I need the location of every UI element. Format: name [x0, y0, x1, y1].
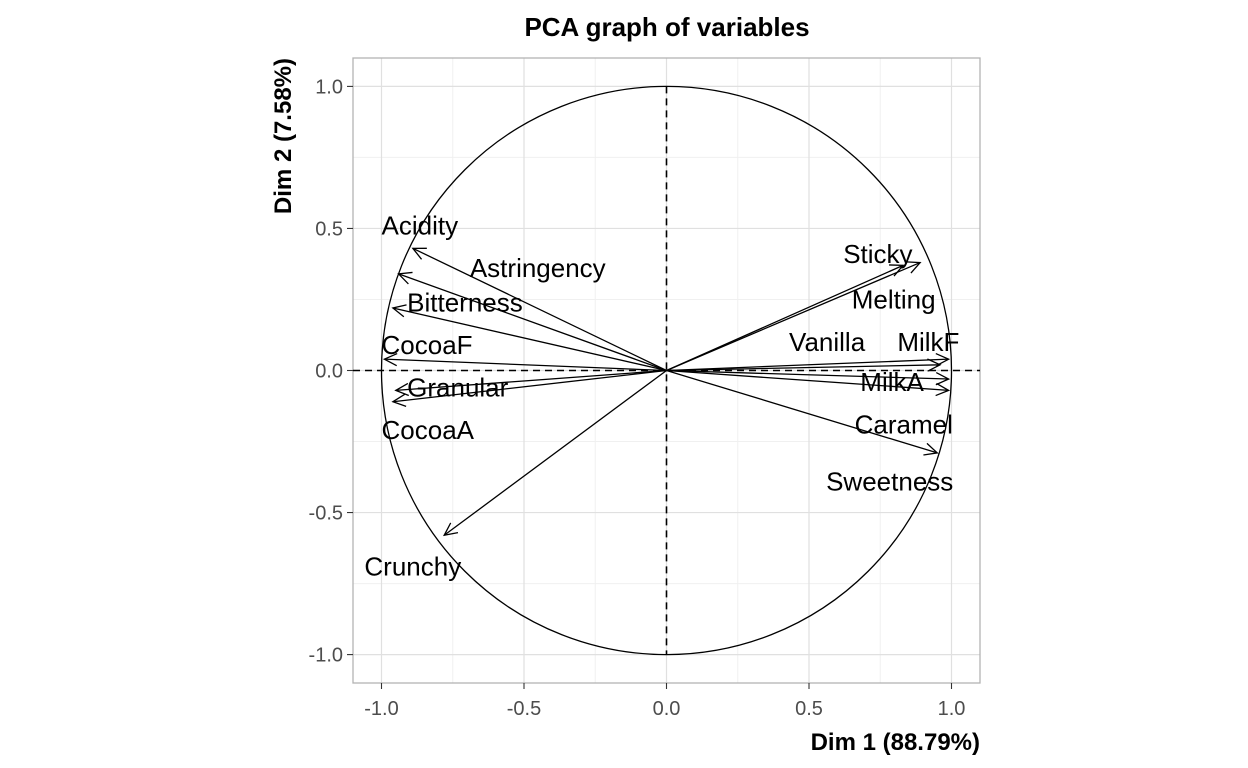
- arrow-head: [935, 371, 951, 386]
- variable-labels: Acidity Astringency Bitterness CocoaF Granul…: [364, 211, 959, 582]
- y-tick-label: 1.0: [315, 76, 343, 98]
- variable-arrow: [666, 369, 951, 386]
- unit-circle: [380, 85, 953, 656]
- arrow-head: [397, 271, 413, 285]
- arrow-shaft: [412, 247, 667, 372]
- arrow-shaft: [666, 264, 904, 372]
- arrow-head: [923, 442, 939, 456]
- x-tick-label: -0.5: [507, 698, 541, 720]
- arrow-shaft: [443, 369, 667, 536]
- x-tick-label: 0.0: [653, 698, 681, 720]
- x-axis-ticks: -1.0 -0.5 0.0 0.5 1.0: [364, 683, 965, 720]
- arrow-head: [906, 261, 922, 274]
- arrow-shaft: [395, 369, 667, 392]
- arrow-shaft: [666, 364, 941, 372]
- variable-arrow: [391, 304, 667, 372]
- arrow-shaft: [666, 369, 938, 454]
- x-tick-label: 0.5: [795, 698, 823, 720]
- arrow-head: [411, 247, 427, 260]
- variable-arrow: [666, 261, 922, 372]
- x-axis-title: Dim 1 (88.79%): [811, 729, 980, 756]
- y-axis-title: Dim 2 (7.58%): [270, 58, 297, 214]
- arrow-shaft: [666, 358, 949, 372]
- variable-label: MilkA: [860, 367, 924, 397]
- variable-arrow: [666, 369, 951, 397]
- variable-arrow: [666, 352, 951, 372]
- arrow-head: [391, 393, 407, 407]
- chart-title: PCA graph of variables: [524, 12, 809, 42]
- arrow-shaft: [392, 369, 667, 403]
- variable-label: Melting: [852, 284, 936, 314]
- arrow-shaft: [666, 369, 949, 380]
- y-axis-ticks: 1.0 0.5 0.0 -0.5 -1.0: [309, 76, 353, 667]
- variable-arrow: [442, 369, 667, 537]
- y-tick-label: -1.0: [309, 645, 343, 667]
- arrow-shaft: [666, 369, 949, 392]
- arrow-shaft: [384, 358, 667, 372]
- y-tick-label: -0.5: [309, 503, 343, 525]
- variable-label: CocoaF: [382, 330, 473, 360]
- arrow-head: [442, 522, 459, 537]
- variable-arrows: [382, 247, 951, 537]
- arrow-head: [382, 352, 398, 367]
- variable-arrow: [666, 264, 905, 372]
- arrow-head: [935, 352, 951, 367]
- y-tick-label: 0.5: [315, 218, 343, 240]
- variable-arrow: [666, 358, 942, 372]
- variable-arrow: [666, 369, 939, 456]
- arrow-shaft: [392, 307, 667, 372]
- arrow-head: [935, 382, 951, 397]
- variable-label: Granular: [407, 373, 508, 403]
- variable-label: Vanilla: [789, 327, 866, 357]
- variable-label: MilkF: [897, 327, 959, 357]
- variable-label: Acidity: [382, 211, 459, 241]
- y-tick-label: 0.0: [315, 361, 343, 383]
- variable-label: Bitterness: [407, 287, 523, 317]
- arrow-head: [927, 358, 942, 372]
- arrow-shaft: [398, 273, 667, 372]
- variable-label: Astringency: [470, 253, 606, 283]
- x-tick-label: 1.0: [938, 698, 966, 720]
- x-tick-label: -1.0: [364, 698, 398, 720]
- variable-label: Crunchy: [364, 552, 461, 582]
- arrow-head: [391, 304, 407, 318]
- variable-arrow: [382, 352, 667, 372]
- variable-label: Caramel: [855, 409, 953, 439]
- variable-arrow: [411, 247, 667, 372]
- variable-label: Sticky: [843, 239, 912, 269]
- variable-label: CocoaA: [382, 415, 475, 445]
- variable-label: Sweetness: [826, 466, 953, 496]
- variable-arrow: [391, 369, 667, 407]
- variable-arrow: [397, 271, 667, 372]
- arrow-shaft: [666, 261, 921, 372]
